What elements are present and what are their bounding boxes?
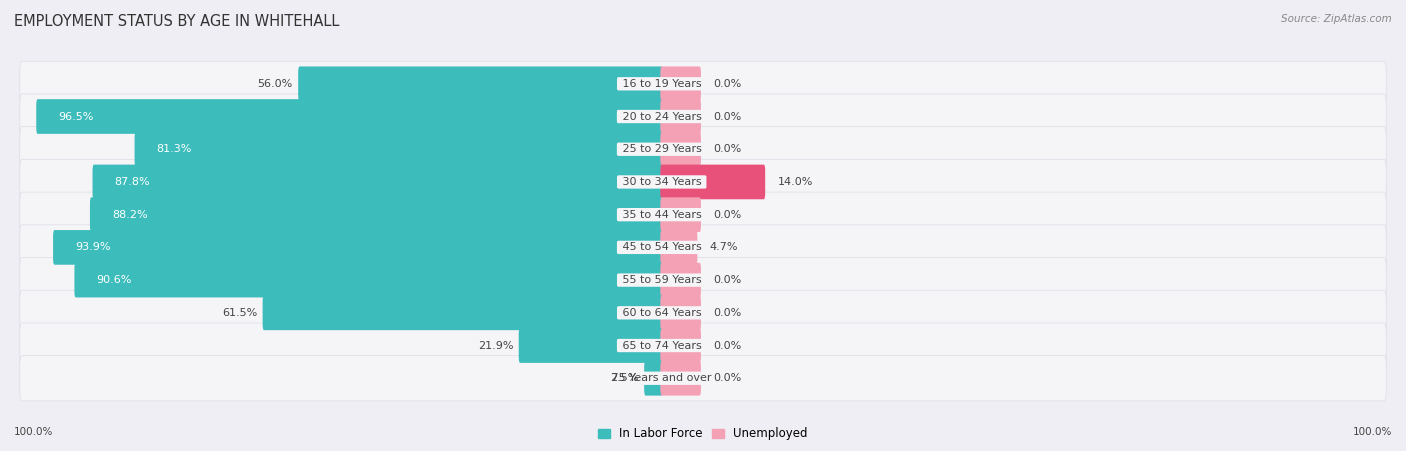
FancyBboxPatch shape bbox=[20, 356, 1386, 401]
FancyBboxPatch shape bbox=[135, 132, 664, 166]
FancyBboxPatch shape bbox=[20, 192, 1386, 237]
Text: 20 to 24 Years: 20 to 24 Years bbox=[619, 111, 704, 121]
FancyBboxPatch shape bbox=[263, 295, 664, 330]
FancyBboxPatch shape bbox=[661, 263, 702, 298]
FancyBboxPatch shape bbox=[20, 159, 1386, 204]
Text: EMPLOYMENT STATUS BY AGE IN WHITEHALL: EMPLOYMENT STATUS BY AGE IN WHITEHALL bbox=[14, 14, 339, 28]
FancyBboxPatch shape bbox=[661, 165, 765, 199]
Text: 88.2%: 88.2% bbox=[112, 210, 148, 220]
FancyBboxPatch shape bbox=[661, 66, 702, 101]
Text: 45 to 54 Years: 45 to 54 Years bbox=[619, 242, 704, 253]
Text: 60 to 64 Years: 60 to 64 Years bbox=[619, 308, 704, 318]
Text: 55 to 59 Years: 55 to 59 Years bbox=[619, 275, 704, 285]
Text: 81.3%: 81.3% bbox=[156, 144, 193, 154]
Text: 0.0%: 0.0% bbox=[713, 341, 741, 350]
Text: 87.8%: 87.8% bbox=[114, 177, 150, 187]
Text: 0.0%: 0.0% bbox=[713, 308, 741, 318]
Text: 4.7%: 4.7% bbox=[710, 242, 738, 253]
Text: 65 to 74 Years: 65 to 74 Years bbox=[619, 341, 704, 350]
Legend: In Labor Force, Unemployed: In Labor Force, Unemployed bbox=[593, 423, 813, 445]
Text: 14.0%: 14.0% bbox=[778, 177, 813, 187]
FancyBboxPatch shape bbox=[20, 61, 1386, 106]
FancyBboxPatch shape bbox=[661, 361, 702, 396]
Text: 35 to 44 Years: 35 to 44 Years bbox=[619, 210, 704, 220]
Text: 75 Years and over: 75 Years and over bbox=[609, 373, 716, 383]
Text: 56.0%: 56.0% bbox=[257, 79, 292, 89]
FancyBboxPatch shape bbox=[661, 99, 702, 134]
Text: 93.9%: 93.9% bbox=[75, 242, 111, 253]
Text: 16 to 19 Years: 16 to 19 Years bbox=[619, 79, 704, 89]
FancyBboxPatch shape bbox=[90, 198, 664, 232]
Text: 100.0%: 100.0% bbox=[1353, 428, 1392, 437]
Text: 0.0%: 0.0% bbox=[713, 373, 741, 383]
Text: 0.0%: 0.0% bbox=[713, 79, 741, 89]
FancyBboxPatch shape bbox=[37, 99, 664, 134]
Text: 21.9%: 21.9% bbox=[478, 341, 513, 350]
FancyBboxPatch shape bbox=[661, 295, 702, 330]
FancyBboxPatch shape bbox=[661, 198, 702, 232]
Text: 0.0%: 0.0% bbox=[713, 111, 741, 121]
Text: 100.0%: 100.0% bbox=[14, 428, 53, 437]
FancyBboxPatch shape bbox=[20, 258, 1386, 303]
FancyBboxPatch shape bbox=[20, 323, 1386, 368]
FancyBboxPatch shape bbox=[519, 328, 664, 363]
FancyBboxPatch shape bbox=[20, 94, 1386, 139]
FancyBboxPatch shape bbox=[661, 132, 702, 166]
Text: 30 to 34 Years: 30 to 34 Years bbox=[619, 177, 704, 187]
FancyBboxPatch shape bbox=[93, 165, 664, 199]
Text: Source: ZipAtlas.com: Source: ZipAtlas.com bbox=[1281, 14, 1392, 23]
Text: 0.0%: 0.0% bbox=[713, 210, 741, 220]
Text: 0.0%: 0.0% bbox=[713, 144, 741, 154]
Text: 96.5%: 96.5% bbox=[58, 111, 94, 121]
Text: 2.5%: 2.5% bbox=[610, 373, 638, 383]
Text: 61.5%: 61.5% bbox=[222, 308, 257, 318]
FancyBboxPatch shape bbox=[20, 225, 1386, 270]
FancyBboxPatch shape bbox=[20, 290, 1386, 336]
FancyBboxPatch shape bbox=[53, 230, 664, 265]
FancyBboxPatch shape bbox=[661, 328, 702, 363]
FancyBboxPatch shape bbox=[644, 361, 664, 396]
FancyBboxPatch shape bbox=[298, 66, 664, 101]
FancyBboxPatch shape bbox=[75, 263, 664, 298]
Text: 90.6%: 90.6% bbox=[97, 275, 132, 285]
FancyBboxPatch shape bbox=[20, 127, 1386, 172]
Text: 0.0%: 0.0% bbox=[713, 275, 741, 285]
FancyBboxPatch shape bbox=[661, 230, 697, 265]
Text: 25 to 29 Years: 25 to 29 Years bbox=[619, 144, 704, 154]
